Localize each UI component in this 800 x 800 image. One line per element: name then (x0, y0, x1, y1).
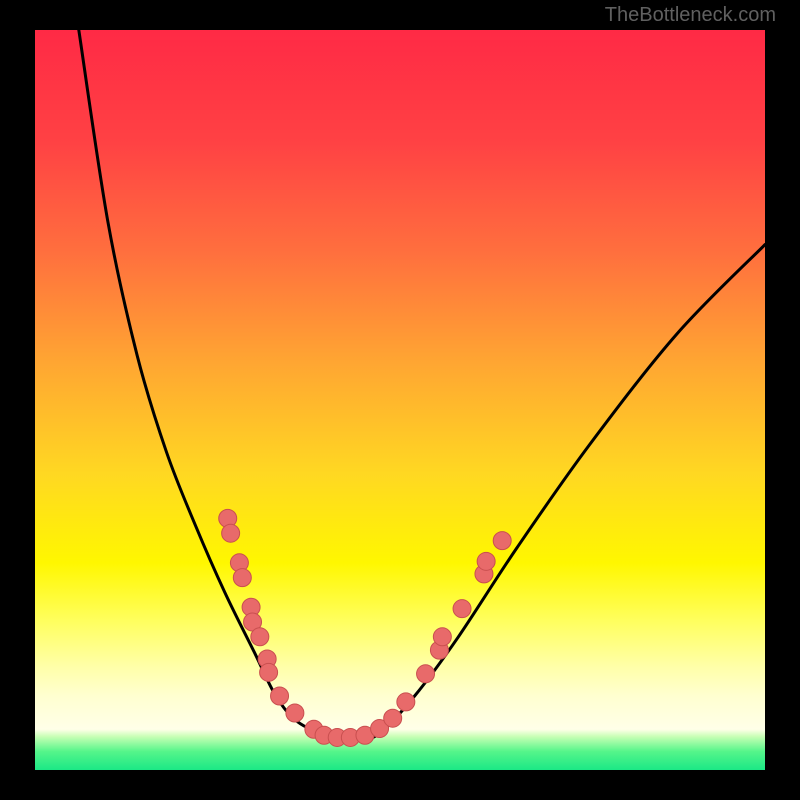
chart-svg (35, 30, 765, 770)
data-marker (251, 628, 269, 646)
data-marker (433, 628, 451, 646)
data-marker (397, 693, 415, 711)
data-marker (477, 552, 495, 570)
data-marker (233, 569, 251, 587)
data-marker (260, 663, 278, 681)
plot-area (35, 30, 765, 770)
chart-container: TheBottleneck.com (0, 0, 800, 800)
bottleneck-curve (79, 30, 765, 738)
watermark-label: TheBottleneck.com (605, 4, 776, 27)
data-marker (384, 709, 402, 727)
data-marker (493, 532, 511, 550)
data-marker (271, 687, 289, 705)
data-marker (286, 704, 304, 722)
data-marker (222, 524, 240, 542)
data-marker (453, 600, 471, 618)
data-marker (417, 665, 435, 683)
